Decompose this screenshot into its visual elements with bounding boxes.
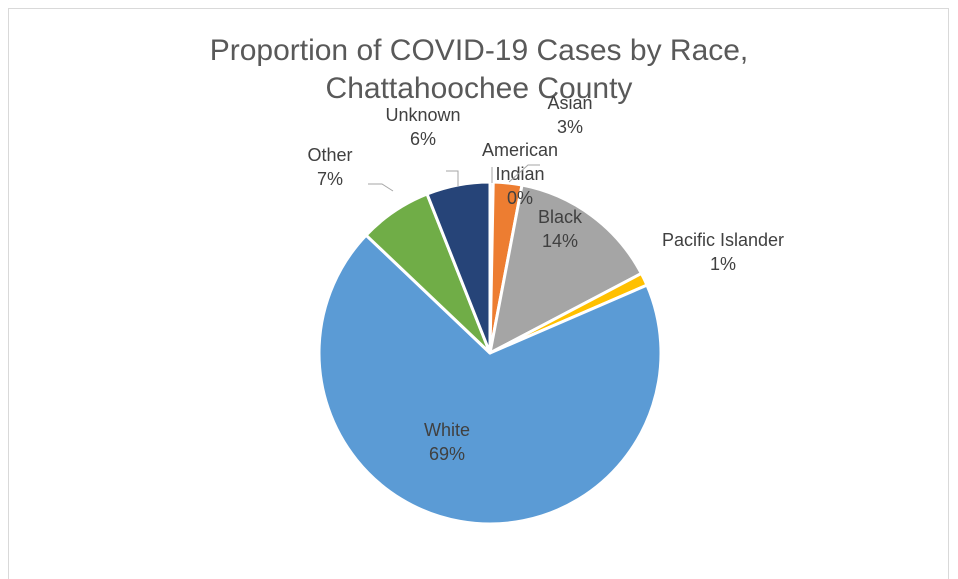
data-label-percent-other: 7% xyxy=(317,169,343,189)
data-label-category-asian: Asian xyxy=(547,93,592,113)
data-label-category-other: Other xyxy=(307,145,352,165)
data-label-category-american-indian: Indian xyxy=(495,164,544,184)
data-label-percent-american-indian: 0% xyxy=(507,188,533,208)
leader-line-asian xyxy=(508,164,540,183)
leader-line-unknown xyxy=(446,170,459,186)
data-label-category-unknown: Unknown xyxy=(385,105,460,125)
data-label-category-american-indian: American xyxy=(482,140,558,160)
chart-title: Proportion of COVID-19 Cases by Race, Ch… xyxy=(0,32,958,108)
pie-slice-black xyxy=(488,183,643,355)
leader-line-other xyxy=(368,183,394,192)
data-label-category-black: Black xyxy=(538,207,583,227)
chart-title-line-1: Proportion of COVID-19 Cases by Race, xyxy=(209,34,749,67)
data-label-category-white: White xyxy=(424,420,470,440)
data-label-percent-unknown: 6% xyxy=(410,129,436,149)
data-label-category-pacific-islander: Pacific Islander xyxy=(662,230,784,250)
chart-title-line-2: Chattahoochee County xyxy=(325,72,633,105)
data-label-percent-asian: 3% xyxy=(557,117,583,137)
data-label-percent-white: 69% xyxy=(429,444,465,464)
data-label-percent-black: 14% xyxy=(542,231,578,251)
data-label-percent-pacific-islander: 1% xyxy=(710,254,736,274)
pie-slice-white xyxy=(317,233,663,526)
